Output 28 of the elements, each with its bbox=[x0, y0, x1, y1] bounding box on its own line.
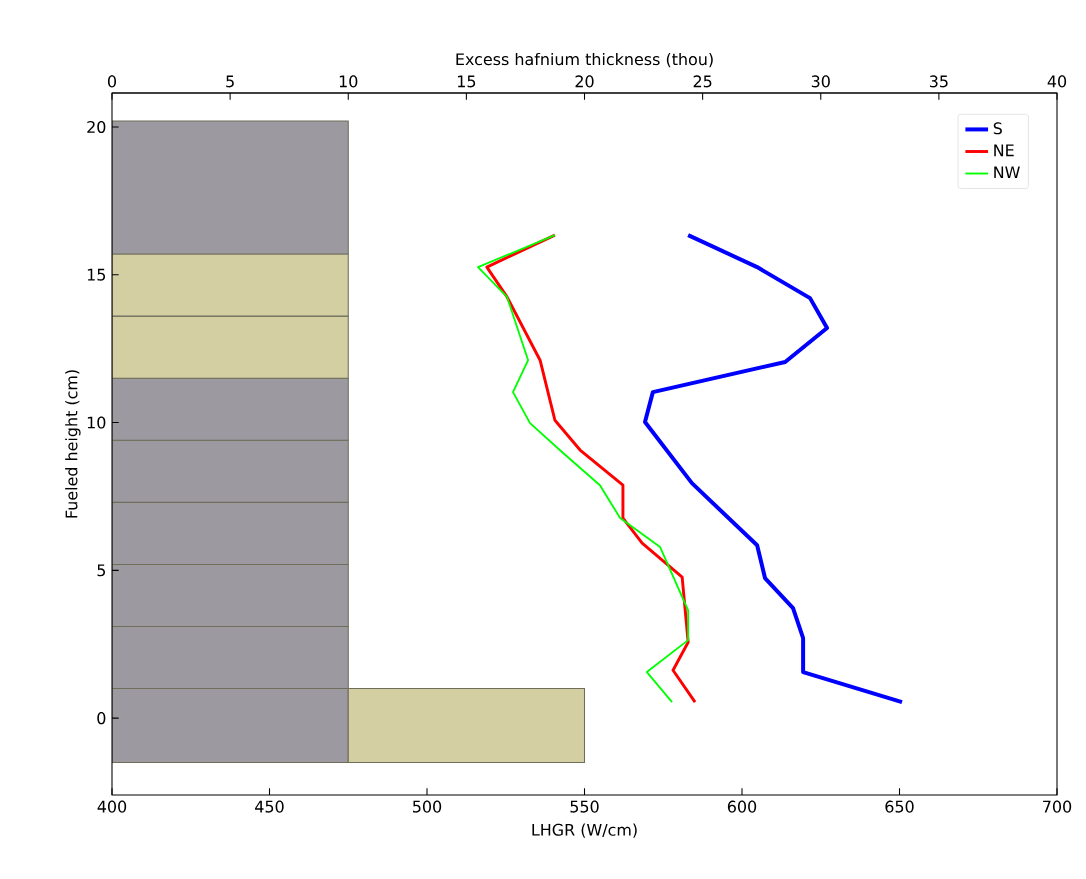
x2-tick-label: 30 bbox=[811, 75, 830, 88]
x-tick-label: 500 bbox=[413, 800, 442, 813]
x-axis-title: LHGR (W/cm) bbox=[532, 823, 637, 838]
x2-tick-label: 20 bbox=[575, 75, 594, 88]
x-tick-label: 550 bbox=[570, 800, 599, 813]
legend-label: S bbox=[993, 122, 1002, 135]
x2-tick-label: 0 bbox=[107, 75, 117, 88]
y-tick-label: 15 bbox=[87, 268, 106, 281]
x2-tick-label: 10 bbox=[339, 75, 358, 88]
x2-tick-label: 25 bbox=[693, 75, 712, 88]
x2-axis-title: Excess hafnium thickness (thou) bbox=[456, 52, 713, 68]
legend-label: NW bbox=[994, 166, 1020, 179]
y-tick-label: 10 bbox=[87, 416, 106, 429]
x-tick-label: 400 bbox=[97, 800, 127, 813]
x2-tick-label: 35 bbox=[929, 75, 948, 88]
y-tick-label: 0 bbox=[97, 712, 106, 725]
y-tick-label: 5 bbox=[97, 564, 106, 577]
y-tick-label: 20 bbox=[87, 120, 106, 134]
y-axis-title: Fueled height (cm) bbox=[65, 370, 81, 518]
x2-tick-label: 40 bbox=[1047, 75, 1067, 88]
x2-tick-label: 5 bbox=[226, 75, 234, 88]
x-tick-label: 700 bbox=[1043, 800, 1072, 813]
x-tick-label: 600 bbox=[727, 800, 757, 813]
line-series bbox=[642, 233, 905, 705]
x-tick-label: 450 bbox=[255, 800, 284, 813]
legend-label: NE bbox=[994, 144, 1014, 157]
x-tick-label: 650 bbox=[885, 800, 914, 813]
x2-tick-label: 15 bbox=[457, 75, 476, 88]
